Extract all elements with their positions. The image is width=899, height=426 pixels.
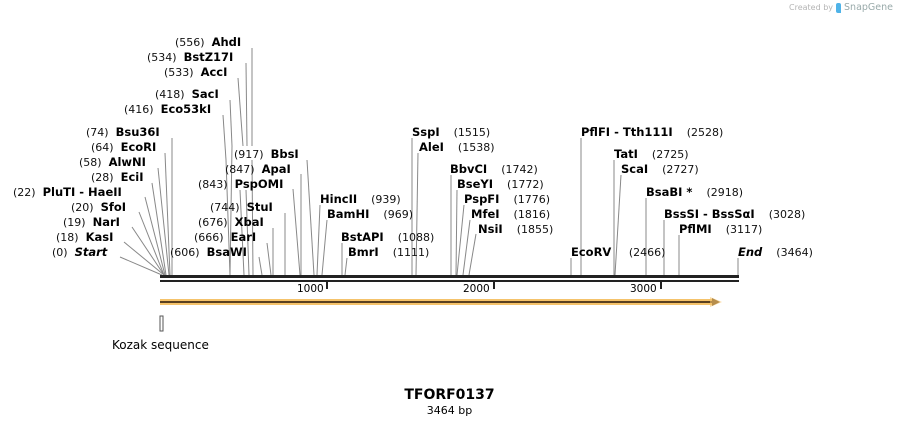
site-label[interactable]: (19) NarI xyxy=(63,215,120,230)
site-label[interactable]: (418) SacI xyxy=(155,87,219,102)
ruler-tick-label: 2000 xyxy=(463,283,490,295)
ruler-tick-label: 3000 xyxy=(630,283,657,295)
site-label[interactable]: BstAPI (1088) xyxy=(341,230,435,245)
snapgene-logo-icon xyxy=(836,2,842,13)
site-label[interactable]: (556) AhdI xyxy=(175,35,242,50)
site-label[interactable]: PspFI (1776) xyxy=(464,192,551,207)
site-label[interactable]: (28) EciI xyxy=(91,170,144,185)
site-label[interactable]: (744) StuI xyxy=(210,200,273,215)
sequence-title: TFORF0137 xyxy=(404,387,495,403)
site-label[interactable]: (20) SfoI xyxy=(71,200,127,215)
site-label[interactable]: BmrI (1111) xyxy=(348,245,430,260)
backbone-bottom xyxy=(160,280,739,282)
site-label[interactable]: BssSI - BssSαI (3028) xyxy=(664,207,806,222)
site-label[interactable]: (74) Bsu36I xyxy=(86,125,160,140)
site-label[interactable]: (64) EcoRI xyxy=(91,140,157,155)
site-label[interactable]: (22) PluTI - HaeII xyxy=(13,185,122,200)
site-label[interactable]: EcoRV (2466) xyxy=(571,245,666,260)
site-label[interactable]: (676) XbaI xyxy=(198,215,264,230)
site-label[interactable]: (606) BsaWI xyxy=(170,245,247,260)
site-label[interactable]: (533) AccI xyxy=(164,65,228,80)
site-label[interactable]: (917) BbsI xyxy=(234,147,299,162)
site-label[interactable]: (847) ApaI xyxy=(225,162,291,177)
end-label[interactable]: End (3464) xyxy=(738,245,813,260)
kozak-label[interactable]: Kozak sequence xyxy=(112,338,209,352)
site-label[interactable]: PflMI (3117) xyxy=(679,222,763,237)
credit: Created by SnapGene xyxy=(789,2,893,13)
site-label[interactable]: BseYI (1772) xyxy=(457,177,544,192)
site-label[interactable]: SspI (1515) xyxy=(412,125,491,140)
site-label[interactable]: (18) KasI xyxy=(56,230,114,245)
site-label[interactable]: TatI (2725) xyxy=(614,147,689,162)
site-label[interactable]: (416) Eco53kI xyxy=(124,102,212,117)
kozak-feature[interactable] xyxy=(159,315,164,332)
site-label[interactable]: BbvCI (1742) xyxy=(450,162,538,177)
site-label[interactable]: BamHI (969) xyxy=(327,207,414,222)
site-label[interactable]: ScaI (2727) xyxy=(621,162,699,177)
site-label[interactable]: AleI (1538) xyxy=(419,140,495,155)
site-label[interactable]: (58) AlwNI xyxy=(79,155,146,170)
site-label[interactable]: BsaBI * (2918) xyxy=(646,185,744,200)
site-label[interactable]: NsiI (1855) xyxy=(478,222,554,237)
sequence-length: 3464 bp xyxy=(426,404,473,417)
site-connector-lines xyxy=(119,48,739,276)
site-label[interactable]: MfeI (1816) xyxy=(471,207,551,222)
site-label[interactable]: (843) PspOMI xyxy=(198,177,284,192)
site-label[interactable]: PflFI - Tth111I (2528) xyxy=(581,125,724,140)
start-label[interactable]: (0) Start xyxy=(52,245,108,260)
site-label[interactable]: (534) BstZ17I xyxy=(147,50,234,65)
ruler-tick-label: 1000 xyxy=(297,283,324,295)
backbone-top xyxy=(160,275,739,278)
site-label[interactable]: (666) EarI xyxy=(194,230,257,245)
site-label[interactable]: HincII (939) xyxy=(320,192,401,207)
